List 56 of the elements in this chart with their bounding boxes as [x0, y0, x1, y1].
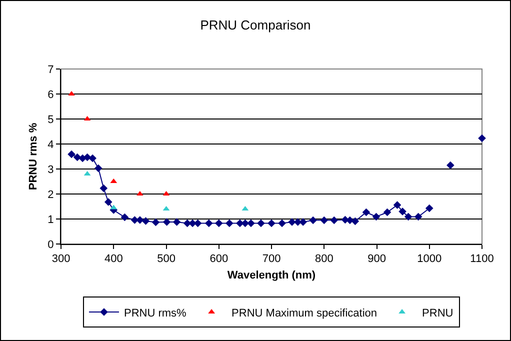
y-tick-label: 1: [48, 214, 54, 226]
point: [425, 204, 434, 212]
point: [414, 212, 422, 221]
y-tick-label: 5: [48, 114, 54, 126]
point: [94, 164, 102, 172]
point: [257, 219, 265, 228]
x-tick-label: 1100: [470, 253, 494, 266]
point: [88, 154, 96, 162]
point: [172, 218, 181, 226]
x-tick-label: 400: [104, 253, 123, 266]
point: [152, 218, 160, 226]
point: [104, 198, 112, 206]
point: [226, 219, 234, 228]
legend-label: PRNU rms%: [124, 307, 187, 320]
point: [142, 217, 150, 225]
point: [446, 161, 454, 170]
y-tick-label: 4: [48, 138, 54, 151]
point: [393, 201, 402, 209]
x-tick-label: 800: [314, 253, 334, 266]
y-tick-label: 7: [48, 64, 54, 76]
y-tick-label: 2: [48, 188, 54, 201]
x-tick-label: 1000: [417, 253, 442, 266]
point: [309, 216, 317, 224]
y-tick-label: 0: [48, 238, 54, 251]
point: [120, 213, 129, 222]
point: [268, 219, 276, 228]
point: [299, 218, 307, 226]
point: [162, 218, 171, 226]
y-tick-label: 6: [48, 88, 54, 101]
x-tick-label: 900: [368, 253, 386, 266]
y-tick-label: 3: [48, 164, 54, 176]
x-tick-label: 300: [52, 253, 70, 266]
x-tick-label: 700: [262, 253, 281, 266]
x-tick-label: 500: [157, 253, 176, 266]
x-axis-title: Wavelength (nm): [227, 269, 316, 282]
point: [404, 212, 412, 221]
legend-label: PRNU: [422, 307, 454, 320]
point: [330, 216, 338, 224]
x-tick-label: 600: [210, 253, 228, 266]
point: [278, 219, 286, 228]
point: [100, 184, 108, 192]
point: [362, 208, 370, 216]
point: [398, 208, 406, 216]
point: [383, 208, 392, 216]
point: [351, 217, 360, 226]
point: [320, 216, 328, 224]
point: [68, 150, 76, 158]
point: [478, 134, 486, 142]
y-axis-title: PRNU rms %: [27, 122, 40, 190]
chart-title: PRNU Comparison: [200, 17, 311, 32]
point: [204, 219, 213, 228]
point: [214, 219, 223, 228]
point: [372, 212, 380, 221]
point: [247, 219, 255, 228]
legend-label: PRNU Maximum specification: [232, 307, 378, 320]
point: [346, 216, 354, 224]
